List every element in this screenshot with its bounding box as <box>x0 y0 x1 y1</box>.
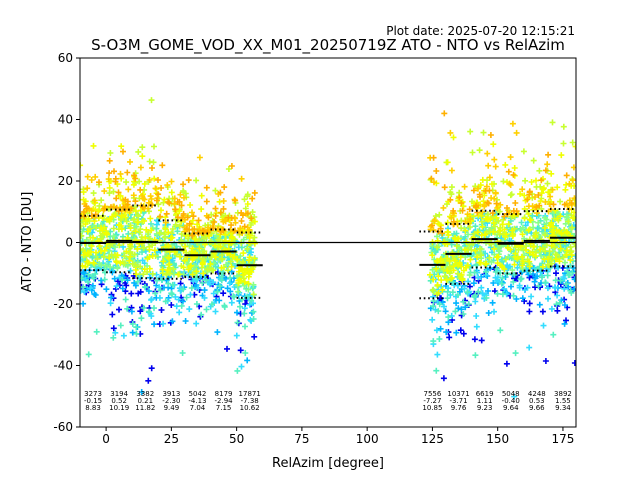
bin-std-label: 11.82 <box>135 404 155 412</box>
x-tick-label: 25 <box>164 432 179 446</box>
bin-std-label: 9.64 <box>503 404 519 412</box>
bin-count-label: 3273 <box>84 390 102 398</box>
bin-std-label: 9.34 <box>555 404 571 412</box>
bin-count-label: 10371 <box>447 390 469 398</box>
x-tick-label: 100 <box>356 432 379 446</box>
x-tick-label: 50 <box>229 432 244 446</box>
bin-mean-label: -4.13 <box>188 397 206 405</box>
bin-mean-label: 0.21 <box>137 397 153 405</box>
bin-count-label: 3194 <box>110 390 128 398</box>
bin-mean-label: -7.38 <box>241 397 259 405</box>
y-tick-label: 20 <box>58 174 73 188</box>
bin-mean-label: -3.71 <box>449 397 467 405</box>
bin-count-label: 7556 <box>424 390 442 398</box>
bin-mean-label: -0.15 <box>84 397 102 405</box>
bin-mean-label: 0.52 <box>111 397 127 405</box>
y-tick-label: -20 <box>53 297 73 311</box>
y-axis-label: ATO - NTO [DU] <box>20 192 35 293</box>
bin-count-label: 5048 <box>502 390 520 398</box>
y-tick-label: 40 <box>58 113 73 127</box>
y-tick-label: 0 <box>65 236 73 250</box>
bin-std-label: 9.76 <box>451 404 467 412</box>
bin-std-label: 9.23 <box>477 404 493 412</box>
bin-count-label: 3913 <box>162 390 180 398</box>
bin-std-label: 8.83 <box>85 404 101 412</box>
bin-mean-label: -7.27 <box>423 397 441 405</box>
scatter-series-color-4 <box>80 206 576 295</box>
bin-std-label: 9.49 <box>164 404 180 412</box>
x-tick-label: 125 <box>421 432 444 446</box>
x-axis: 0 25 50 75 100 125 150 175 <box>102 427 574 446</box>
bin-count-label: 6619 <box>476 390 494 398</box>
scatter-points <box>80 97 576 400</box>
bin-std-label: 9.66 <box>529 404 545 412</box>
bin-count-label: 3382 <box>136 390 154 398</box>
bin-count-label: 3892 <box>554 390 572 398</box>
chart-title: S-O3M_GOME_VOD_XX_M01_20250719Z ATO - NT… <box>91 36 565 55</box>
x-tick-label: 75 <box>294 432 309 446</box>
x-tick-label: 175 <box>551 432 574 446</box>
bin-mean-label: 1.11 <box>477 397 493 405</box>
bin-mean-label: -2.30 <box>162 397 180 405</box>
bin-count-label: 17871 <box>239 390 261 398</box>
bin-count-label: 4248 <box>528 390 546 398</box>
y-axis: -60 -40 -20 0 20 40 60 <box>53 51 80 434</box>
y-tick-label: -40 <box>53 359 73 373</box>
bin-std-label: 10.19 <box>109 404 129 412</box>
bin-count-label: 5042 <box>189 390 207 398</box>
plot-date: Plot date: 2025-07-20 12:15:21 <box>386 24 575 38</box>
x-axis-label: RelAzim [degree] <box>272 456 384 471</box>
bin-std-label: 7.04 <box>190 404 206 412</box>
bin-std-label: 10.85 <box>422 404 442 412</box>
bin-count-label: 8179 <box>215 390 233 398</box>
bin-mean-label: -0.40 <box>502 397 520 405</box>
bin-mean-label: 0.53 <box>529 397 545 405</box>
y-tick-label: 60 <box>58 51 73 65</box>
y-tick-label: -60 <box>53 420 73 434</box>
bin-std-label: 10.62 <box>240 404 260 412</box>
bin-mean-label: -2.94 <box>215 397 234 405</box>
x-tick-label: 150 <box>486 432 509 446</box>
x-tick-label: 0 <box>102 432 110 446</box>
bin-mean-label: 1.55 <box>555 397 571 405</box>
bin-std-label: 7.15 <box>216 404 232 412</box>
